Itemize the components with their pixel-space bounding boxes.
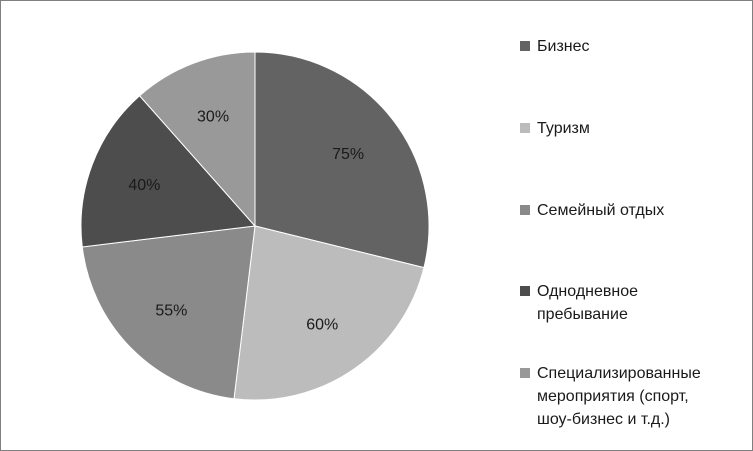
legend-swatch [520, 123, 530, 133]
legend-label: Туризм [537, 120, 590, 137]
legend-swatch [520, 286, 530, 296]
legend-label: Семейный отдых [537, 202, 665, 219]
pie-slice-one-day-stay [80, 95, 257, 248]
data-label-business: 75% [332, 146, 364, 163]
legend-label: Бизнес [537, 38, 590, 55]
pie-slice-special-events [138, 51, 256, 228]
legend-label: Специализированные мероприятия (спорт, ш… [537, 365, 701, 428]
legend: Бизнес Туризм Семейный отдых Однодневное… [520, 0, 745, 451]
pie-slice-tourism [233, 225, 425, 401]
pie-slice-business [254, 51, 430, 269]
data-label-one-day-stay: 40% [128, 177, 160, 194]
legend-label: Однодневное пребывание [537, 283, 639, 323]
legend-swatch [520, 205, 530, 215]
pie-slice-family-leisure [81, 225, 256, 400]
data-label-special-events: 30% [197, 108, 229, 125]
data-label-family-leisure: 55% [155, 303, 187, 320]
legend-swatch [520, 41, 530, 51]
legend-swatch [520, 368, 530, 378]
data-label-tourism: 60% [306, 316, 338, 333]
